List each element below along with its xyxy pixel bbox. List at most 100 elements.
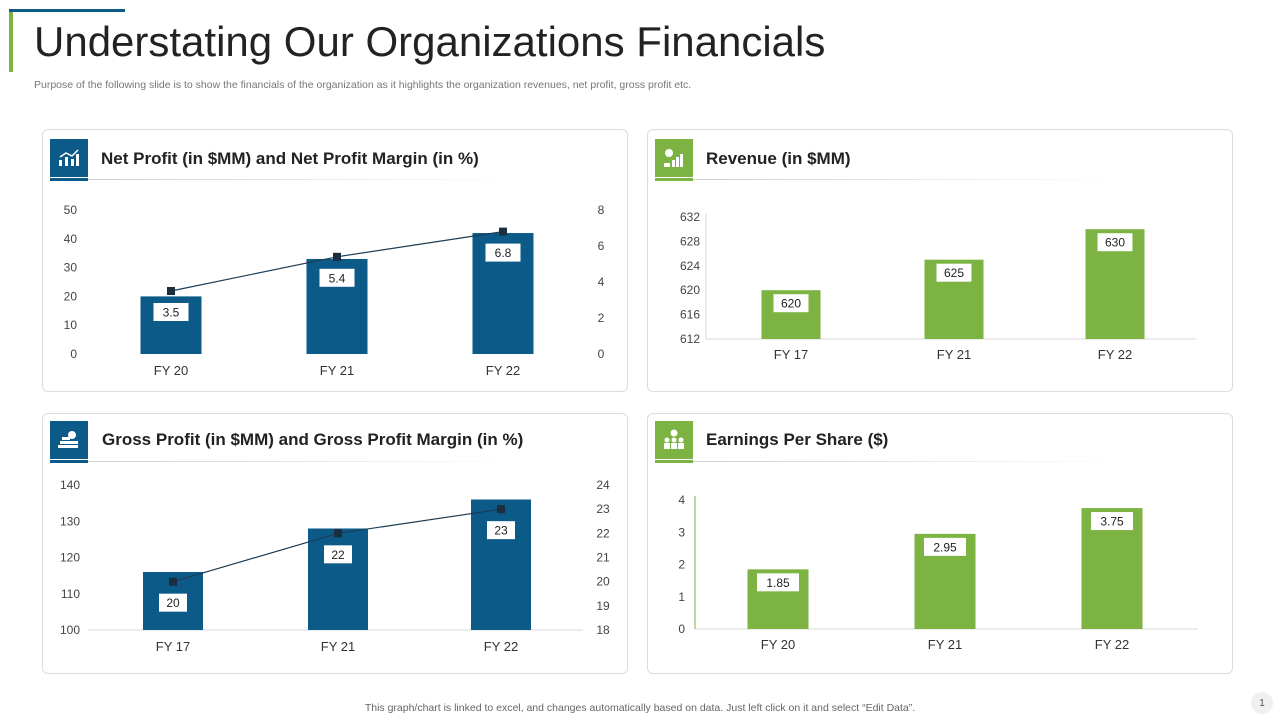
- revenue-chart: 612 616 620 624 628 632 FY 17 FY 21 FY 22 620 625 6…: [680, 210, 1196, 362]
- y-tick-label: 110: [61, 587, 80, 601]
- line-marker: [499, 227, 507, 236]
- data-label-box: [485, 243, 521, 262]
- y2-tick-label: 18: [596, 623, 610, 637]
- y-tick-label: 612: [680, 332, 700, 346]
- data-label-box: [324, 545, 352, 564]
- bar: [471, 499, 531, 630]
- y2-tick-label: 4: [598, 275, 605, 289]
- line-marker: [169, 577, 177, 586]
- y-tick-label: 4: [678, 493, 685, 507]
- line-marker: [497, 505, 505, 514]
- y-tick-label: 0: [678, 622, 685, 636]
- y2-tick-label: 6: [598, 239, 605, 253]
- panel-title: Gross Profit (in $MM) and Gross Profit M…: [102, 430, 524, 449]
- x-tick-label: FY 21: [321, 639, 355, 654]
- y2-tick-label: 22: [596, 526, 610, 540]
- data-label: 630: [1105, 236, 1125, 250]
- y-tick-label: 50: [64, 203, 78, 217]
- net-profit-chart: 0 10 20 30 40 50 0 2 4 6 8 FY 20 FY 21 FY 22 3.5 5.4 6.8: [64, 203, 605, 378]
- eps-panel: Earnings Per Share ($) 0 1 2 3 4 FY 20 FY 21 FY…: [647, 413, 1233, 674]
- x-tick-label: FY 22: [1095, 637, 1129, 652]
- eps-chart: 0 1 2 3 4 FY 20 FY 21 FY 22 1.85 2.95 3.75: [678, 493, 1198, 652]
- line-marker: [333, 252, 341, 261]
- cash-stack-icon: [50, 421, 88, 459]
- x-tick-label: FY 21: [928, 637, 962, 652]
- data-label-box: [924, 537, 966, 556]
- data-label-box: [153, 303, 189, 321]
- panel-underline: [50, 178, 88, 181]
- y-tick-label: 20: [64, 289, 78, 303]
- panel-divider: [88, 179, 518, 180]
- growth-chart-icon: [50, 139, 88, 177]
- y-tick-label: 30: [64, 261, 78, 275]
- line-marker: [167, 287, 175, 295]
- data-label: 20: [166, 596, 180, 610]
- y-tick-label: 100: [60, 623, 80, 637]
- data-label: 5.4: [329, 271, 346, 285]
- money-bars-icon: [655, 139, 693, 177]
- data-label: 620: [781, 297, 801, 311]
- y2-tick-label: 23: [596, 502, 610, 516]
- x-tick-label: FY 22: [484, 639, 518, 654]
- y2-tick-label: 21: [596, 551, 610, 565]
- y-tick-label: 620: [680, 283, 700, 297]
- data-label-box: [1097, 233, 1133, 252]
- y-tick-label: 3: [678, 525, 685, 539]
- y-tick-label: 140: [60, 478, 80, 492]
- y2-tick-label: 0: [598, 347, 605, 361]
- net-profit-panel: Net Profit (in $MM) and Net Profit Margi…: [42, 129, 628, 392]
- footer-note: This graph/chart is linked to excel, and…: [364, 702, 916, 714]
- y-tick-label: 616: [680, 308, 700, 322]
- panel-underline: [50, 460, 88, 463]
- data-label-box: [159, 593, 187, 612]
- y-tick-label: 0: [70, 347, 77, 361]
- panel-divider: [693, 461, 1123, 462]
- data-label: 625: [944, 266, 964, 280]
- data-label: 22: [331, 548, 345, 562]
- data-label-box: [319, 268, 355, 287]
- x-tick-label: FY 20: [154, 363, 188, 378]
- panel-divider: [88, 461, 518, 462]
- x-tick-label: FY 22: [486, 363, 520, 378]
- x-tick-label: FY 17: [156, 639, 190, 654]
- y-tick-label: 2: [678, 558, 685, 572]
- y2-tick-label: 19: [596, 599, 610, 613]
- data-label: 3.5: [163, 306, 180, 320]
- y-tick-label: 120: [60, 551, 80, 565]
- x-tick-label: FY 20: [761, 637, 795, 652]
- panel-underline: [655, 460, 693, 463]
- y2-tick-label: 20: [596, 575, 610, 589]
- y-tick-label: 130: [60, 514, 80, 528]
- page-title: Understating Our Organizations Financial…: [34, 18, 826, 65]
- panel-title: Earnings Per Share ($): [706, 430, 889, 449]
- y-tick-label: 628: [680, 234, 700, 248]
- revenue-panel: Revenue (in $MM) 612 616 620 624 628 632 FY 17…: [647, 129, 1233, 392]
- data-label-box: [936, 263, 972, 282]
- y-tick-label: 1: [678, 590, 685, 604]
- data-label: 23: [494, 524, 508, 538]
- y-tick-label: 10: [64, 318, 78, 332]
- panel-underline: [655, 178, 693, 181]
- page-subtitle: Purpose of the following slide is to sho…: [34, 79, 692, 91]
- accent-vertical-bar: [9, 10, 13, 72]
- x-tick-label: FY 21: [320, 363, 354, 378]
- gross-profit-panel: Gross Profit (in $MM) and Gross Profit M…: [42, 413, 628, 674]
- bar: [308, 528, 368, 630]
- data-label: 3.75: [1100, 515, 1124, 529]
- data-label: 1.85: [766, 576, 790, 590]
- y-tick-label: 632: [680, 210, 700, 224]
- data-label-box: [773, 294, 809, 313]
- people-dollar-icon: [655, 421, 693, 459]
- data-label: 2.95: [933, 540, 957, 554]
- x-tick-label: FY 22: [1098, 347, 1132, 362]
- panel-title: Revenue (in $MM): [706, 149, 851, 168]
- page-number: 1: [1251, 692, 1273, 714]
- y-tick-label: 624: [680, 259, 700, 273]
- y-tick-label: 40: [64, 232, 78, 246]
- y2-tick-label: 2: [598, 311, 605, 325]
- panel-title: Net Profit (in $MM) and Net Profit Margi…: [101, 149, 479, 168]
- line-marker: [334, 529, 342, 538]
- y2-tick-label: 24: [596, 478, 610, 492]
- x-tick-label: FY 17: [774, 347, 808, 362]
- accent-horizontal-bar: [9, 9, 125, 12]
